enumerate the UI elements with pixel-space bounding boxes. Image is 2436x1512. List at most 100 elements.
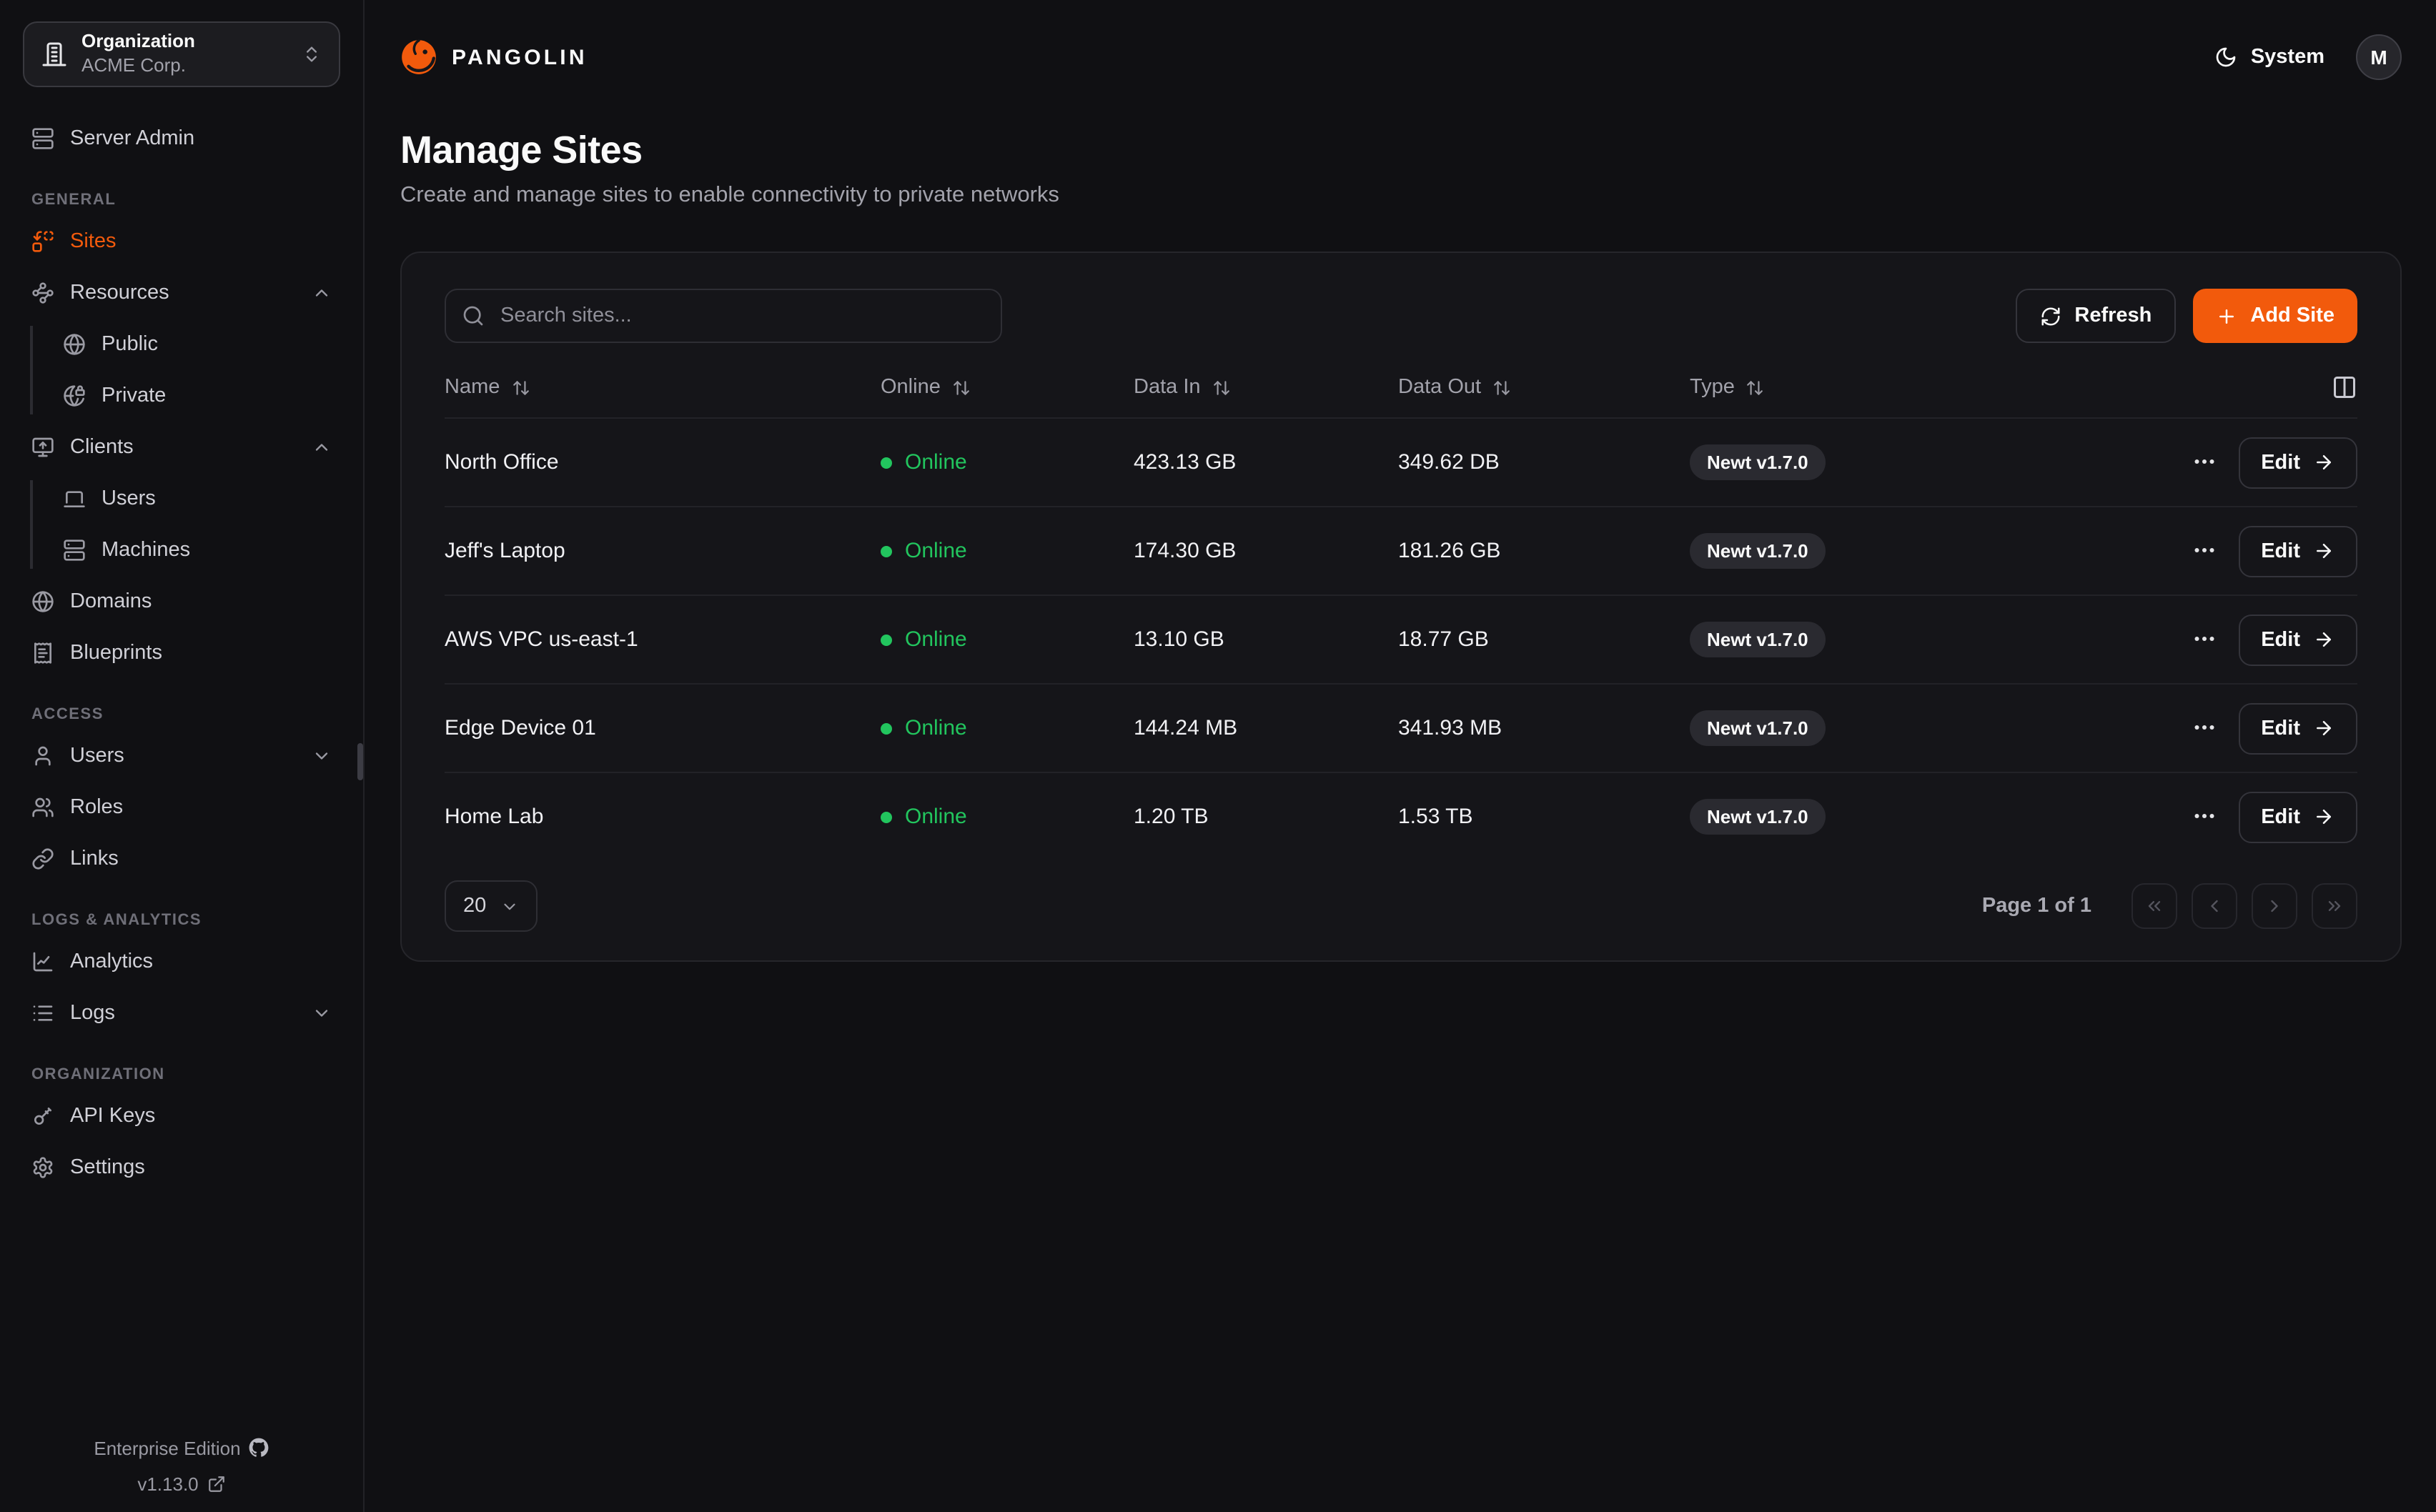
column-header-data-out[interactable]: Data Out [1398, 376, 1690, 399]
column-header-name[interactable]: Name [445, 376, 881, 399]
add-site-button[interactable]: Add Site [2193, 289, 2357, 343]
data-out-value: 181.26 GB [1398, 539, 1501, 563]
table-row: Edge Device 01 Online 144.24 MB 341.93 MB Ne… [445, 683, 2357, 772]
theme-toggle[interactable]: System [2215, 46, 2324, 69]
sidebar-item-api-keys[interactable]: API Keys [20, 1090, 343, 1142]
sidebar-item-server-admin[interactable]: Server Admin [20, 113, 343, 164]
row-menu-button[interactable] [2189, 537, 2218, 565]
data-out-value: 349.62 DB [1398, 450, 1500, 474]
org-selector-value: ACME Corp. [81, 54, 186, 76]
sort-arrows-icon [1492, 378, 1511, 397]
first-page-button[interactable] [2132, 883, 2177, 929]
site-name: Jeff's Laptop [445, 539, 565, 563]
table-row: AWS VPC us-east-1 Online 13.10 GB 18.77 GB N… [445, 595, 2357, 683]
link-icon [31, 847, 54, 870]
sidebar-item-users[interactable]: Users [20, 473, 343, 524]
row-menu-button[interactable] [2189, 625, 2218, 654]
arrow-right-icon [2313, 452, 2334, 473]
sidebar-item-links[interactable]: Links [20, 833, 343, 885]
sidebar-item-settings[interactable]: Settings [20, 1142, 343, 1193]
edit-button[interactable]: Edit [2238, 614, 2357, 665]
search-icon [462, 304, 485, 327]
sidebar-item-sites[interactable]: Sites [20, 216, 343, 267]
data-out-value: 341.93 MB [1398, 716, 1502, 740]
sidebar-item-roles[interactable]: Roles [20, 782, 343, 833]
chart-icon [31, 950, 54, 973]
row-menu-button[interactable] [2189, 714, 2218, 742]
type-badge: Newt v1.7.0 [1690, 799, 1826, 835]
chevron-up-icon [312, 437, 332, 457]
status-text: Online [905, 627, 967, 652]
user-icon [31, 745, 54, 767]
next-page-button[interactable] [2252, 883, 2297, 929]
table-body: North Office Online 423.13 GB 349.62 DB Newt… [445, 419, 2357, 860]
column-header-type[interactable]: Type [1690, 376, 2332, 399]
sidebar-item-public[interactable]: Public [20, 319, 343, 370]
type-badge: Newt v1.7.0 [1690, 444, 1826, 480]
top-header: PANGOLIN System M [400, 0, 2402, 114]
brand: PANGOLIN [400, 39, 588, 76]
external-link-icon[interactable] [207, 1474, 226, 1493]
avatar[interactable]: M [2356, 34, 2402, 80]
edit-button[interactable]: Edit [2238, 437, 2357, 488]
edit-button[interactable]: Edit [2238, 525, 2357, 577]
sidebar-item-resources[interactable]: Resources [20, 267, 343, 319]
org-selector[interactable]: Organization ACME Corp. [23, 21, 340, 87]
chevrons-up-down-icon [302, 44, 322, 64]
sidebar-scrollbar-thumb[interactable] [357, 743, 363, 780]
data-in-value: 144.24 MB [1134, 716, 1238, 740]
table-header: Name Online Data In Data Out Type [445, 357, 2357, 419]
status-cell: Online [881, 716, 1134, 740]
page-title: Manage Sites [400, 129, 643, 171]
data-out-value: 18.77 GB [1398, 627, 1489, 652]
arrow-right-icon [2313, 629, 2334, 650]
globe-lock-icon [63, 384, 86, 407]
page-size-select[interactable]: 20 [445, 880, 538, 932]
page-size-value: 20 [463, 895, 487, 917]
row-menu-button[interactable] [2189, 448, 2218, 477]
toolbar: Refresh Add Site [445, 289, 2357, 343]
column-header-data-in[interactable]: Data In [1134, 376, 1398, 399]
last-page-button[interactable] [2312, 883, 2357, 929]
edit-label: Edit [2261, 628, 2300, 651]
sidebar-item-analytics[interactable]: Analytics [20, 936, 343, 988]
status-cell: Online [881, 805, 1134, 829]
prev-page-button[interactable] [2192, 883, 2237, 929]
search [445, 289, 1002, 343]
edit-button[interactable]: Edit [2238, 791, 2357, 842]
globe-icon [31, 590, 54, 613]
sidebar-item-domains[interactable]: Domains [20, 576, 343, 627]
edit-button[interactable]: Edit [2238, 702, 2357, 754]
online-dot-icon [881, 634, 892, 645]
sidebar-item-users[interactable]: Users [20, 730, 343, 782]
status-text: Online [905, 805, 967, 829]
plus-icon [2216, 305, 2237, 327]
search-input[interactable] [445, 289, 1002, 343]
resources-icon [31, 282, 54, 304]
monitor-up-icon [31, 436, 54, 459]
refresh-button[interactable]: Refresh [2016, 289, 2177, 343]
globe-icon [63, 333, 86, 356]
column-header-online[interactable]: Online [881, 376, 1134, 399]
edit-label: Edit [2261, 451, 2300, 474]
ellipsis-icon [2191, 537, 2217, 562]
sidebar-footer: Enterprise Edition v1.13.0 [0, 1432, 363, 1512]
sidebar-item-logs[interactable]: Logs [20, 988, 343, 1039]
data-in-value: 13.10 GB [1134, 627, 1224, 652]
row-menu-button[interactable] [2189, 802, 2218, 831]
site-name: Home Lab [445, 805, 544, 829]
chevron-left-icon [2204, 896, 2224, 916]
sidebar-item-private[interactable]: Private [20, 370, 343, 422]
github-icon[interactable] [249, 1438, 269, 1458]
sort-arrows-icon [1212, 378, 1231, 397]
column-toggle-button[interactable] [2332, 374, 2357, 400]
sidebar-item-blueprints[interactable]: Blueprints [20, 627, 343, 679]
online-dot-icon [881, 722, 892, 734]
ellipsis-icon [2191, 714, 2217, 740]
page-subtitle: Create and manage sites to enable connec… [400, 183, 1059, 207]
type-badge: Newt v1.7.0 [1690, 622, 1826, 657]
sidebar-item-clients[interactable]: Clients [20, 422, 343, 473]
sidebar-item-machines[interactable]: Machines [20, 524, 343, 576]
sort-arrows-icon [952, 378, 971, 397]
